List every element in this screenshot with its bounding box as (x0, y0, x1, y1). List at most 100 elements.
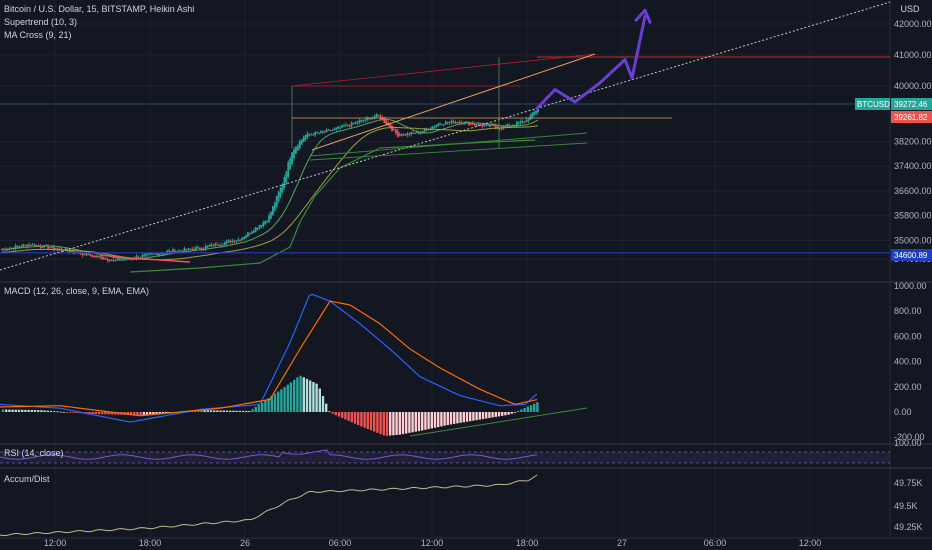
candle-body (68, 250, 71, 253)
candle-body (216, 244, 219, 246)
candle-body (393, 128, 395, 130)
macd-bar (232, 410, 235, 412)
macd-bar (331, 412, 334, 414)
rsi-pane-label[interactable]: RSI (14, close) (4, 448, 64, 458)
macd-bar (360, 412, 363, 427)
macd-bar (510, 412, 513, 414)
time-tick-label: 27 (617, 538, 627, 548)
candle-body (10, 247, 13, 249)
candle-body (402, 133, 405, 136)
candle-body (141, 255, 144, 258)
macd-bar (53, 411, 56, 412)
candle-body (385, 120, 388, 125)
candle-body (394, 129, 397, 134)
macd-bar (357, 412, 360, 426)
candle-body (120, 259, 123, 261)
macd-bar (254, 406, 257, 412)
price-tick-label: 36600.00 (894, 186, 932, 196)
green-channel-line (309, 142, 588, 161)
candle-body (275, 196, 278, 207)
candle-body (191, 248, 194, 250)
macd-bar (264, 400, 267, 412)
macd-bar (152, 412, 155, 415)
candle-body (427, 129, 430, 131)
macd-bar (369, 412, 373, 431)
macd-bar (382, 412, 385, 436)
candle-body (162, 253, 165, 255)
candle-body (473, 124, 476, 126)
macd-bar (366, 412, 369, 430)
candle-body (220, 244, 222, 246)
ma-cross-legend[interactable]: MA Cross (9, 21) (4, 30, 72, 40)
macd-bar (363, 412, 366, 428)
candle-body (26, 244, 28, 247)
ad-tick-label: 49.5K (894, 501, 918, 511)
candle-body (327, 129, 330, 131)
macd-bar (72, 412, 75, 413)
candle-body (287, 162, 290, 178)
candle-body (527, 119, 530, 121)
candle-body (285, 171, 288, 183)
candle-body (95, 255, 98, 258)
time-tick-label: 18:00 (516, 538, 539, 548)
macd-bar (302, 377, 305, 412)
macd-pane-label[interactable]: MACD (12, 26, close, 9, EMA, EMA) (4, 286, 150, 296)
macd-bar (235, 410, 238, 412)
macd-bar (248, 410, 251, 412)
candle-body (83, 252, 86, 255)
candle-body (112, 259, 115, 261)
candle-body (214, 243, 217, 246)
candle-body (523, 121, 526, 123)
time-tick-label: 12:00 (44, 538, 67, 548)
symbol-legend[interactable]: Bitcoin / U.S. Dollar, 15, BITSTAMP, Hei… (4, 4, 195, 14)
candle-body (441, 124, 443, 126)
candle-body (206, 245, 209, 248)
candle-body (114, 259, 117, 261)
macd-bar (334, 412, 337, 416)
macd-bar (56, 411, 59, 413)
candle-body (344, 124, 347, 127)
candle-body (485, 124, 488, 126)
macd-bar (337, 412, 341, 417)
orange-trendline (311, 53, 596, 151)
candle-body (29, 245, 32, 247)
macd-bar (478, 412, 481, 420)
macd-bar (481, 412, 485, 420)
candle-body (256, 227, 259, 230)
candle-body (245, 235, 247, 239)
macd-bar (440, 412, 443, 427)
candle-body (277, 192, 280, 202)
macd-bar (206, 410, 209, 412)
candle-body (383, 118, 386, 123)
candle-body (198, 247, 201, 250)
candle-body (258, 225, 261, 229)
candle-body (252, 230, 255, 233)
macd-divergence-line (409, 407, 588, 437)
candle-body (31, 244, 34, 246)
candle-body (337, 126, 340, 129)
time-tick-label: 12:00 (421, 538, 444, 548)
macd-bar (459, 412, 462, 423)
candle-body (469, 123, 472, 125)
macd-bar (46, 410, 49, 412)
macd-bar (142, 412, 145, 415)
macd-bar (353, 412, 357, 424)
macd-bar (472, 412, 475, 421)
supertrend-legend[interactable]: Supertrend (10, 3) (4, 17, 78, 27)
macd-bar (283, 387, 286, 412)
candle-body (435, 125, 438, 128)
ad-pane-label[interactable]: Accum/Dist (4, 474, 50, 484)
macd-bar (91, 412, 94, 414)
support-price-bg (891, 249, 932, 261)
candle-body (341, 125, 343, 128)
macd-bar (344, 412, 347, 420)
candle-body (99, 256, 101, 258)
candle-body (47, 245, 50, 249)
macd-bar (305, 378, 309, 412)
candle-body (325, 129, 328, 132)
macd-bar (408, 412, 411, 433)
candle-body (212, 245, 215, 247)
candle-body (475, 124, 478, 126)
